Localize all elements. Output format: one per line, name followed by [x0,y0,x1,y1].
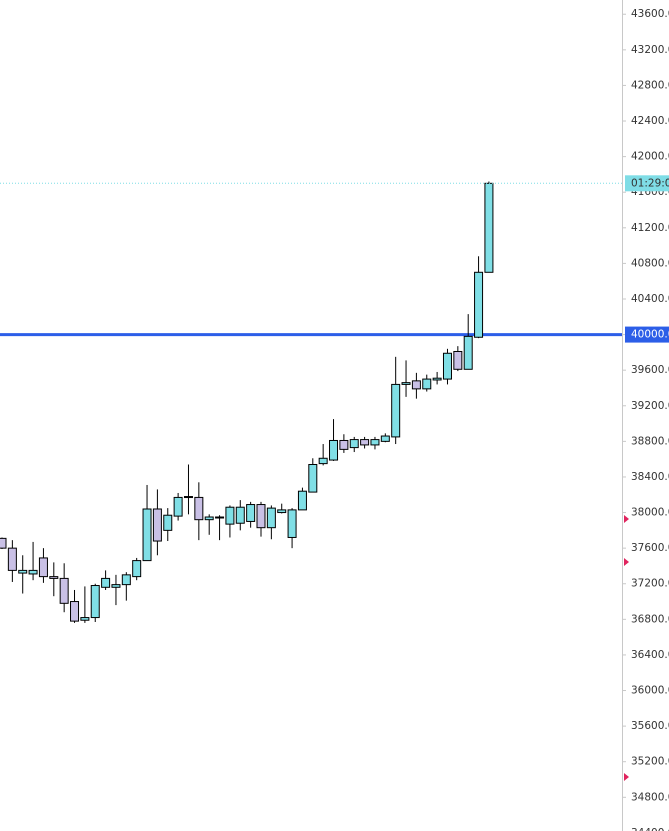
candle-body [453,350,463,370]
alert-marker [624,773,629,781]
candle-body [339,439,349,450]
candle-body [204,516,214,521]
candle-body [422,378,432,390]
candle-body [173,496,183,517]
candle-body [318,457,328,465]
y-tick-label: 40400.00 [631,293,669,305]
y-tick-label: 40800.00 [631,257,669,269]
candle-body [474,271,484,338]
candle-body [215,516,225,519]
y-tick-label: 34400.00 [631,827,669,831]
candle-body [101,577,111,588]
candle-body [411,380,421,390]
candle-body [256,504,266,529]
candle-body [38,557,48,578]
y-tick-label: 42800.00 [631,79,669,91]
candle-body [484,182,494,273]
candle-body [297,490,307,511]
candle-body [152,508,162,542]
candle-body [194,496,204,521]
y-tick-label: 41200.00 [631,222,669,234]
candle-body [277,509,287,514]
y-tick-label: 37200.00 [631,578,669,590]
candle-body [90,585,100,619]
candle-body [80,617,90,621]
candle-body [308,464,318,493]
candle-body [287,509,297,538]
y-tick-label: 42000.00 [631,151,669,163]
y-tick-label: 38800.00 [631,435,669,447]
candle-body [235,506,245,524]
y-tick-label: 39200.00 [631,400,669,412]
candle-body [121,574,131,586]
y-tick-label: 43600.00 [631,8,669,20]
y-tick-label: 42400.00 [631,115,669,127]
y-tick-label: 38000.00 [631,507,669,519]
candle-body [442,352,452,380]
candle-body [225,506,235,525]
y-tick-label: 43200.00 [631,44,669,56]
candle-body [432,377,442,381]
alert-marker [624,515,629,523]
candle-body [380,435,390,442]
candle-body [370,439,380,446]
hline-label: 40000.00 [631,329,669,341]
alert-marker [624,558,629,566]
candle-body [391,383,401,438]
y-tick-label: 34800.00 [631,791,669,803]
candle-body [18,569,28,574]
candle-body [183,496,193,499]
y-tick-label: 37600.00 [631,542,669,554]
candle-body [266,507,276,529]
candle-body [70,601,80,622]
candle-body [463,335,473,370]
y-tick-label: 35600.00 [631,720,669,732]
y-tick-label: 36400.00 [631,649,669,661]
y-tick-label: 36000.00 [631,685,669,697]
candle-body [401,382,411,385]
candle-body [360,439,370,446]
candle-body [163,514,173,531]
candle-body [132,560,142,578]
y-tick-label: 39600.00 [631,364,669,376]
y-tick-label: 35200.00 [631,756,669,768]
hline-label-box [625,326,669,343]
candle-body [349,439,359,449]
candle-body [246,504,256,522]
candle-body [28,569,38,575]
candle-body [7,547,17,571]
candle-body [49,576,59,579]
y-tick-label: 36800.00 [631,613,669,625]
candle-body [111,584,121,588]
candle-body [329,439,339,461]
countdown-label: 01:29:0 [631,177,669,189]
candle-body [142,508,152,562]
y-tick-label: 38400.00 [631,471,669,483]
candle-body [59,577,69,604]
candle-body [0,537,7,549]
countdown-box [625,175,669,192]
